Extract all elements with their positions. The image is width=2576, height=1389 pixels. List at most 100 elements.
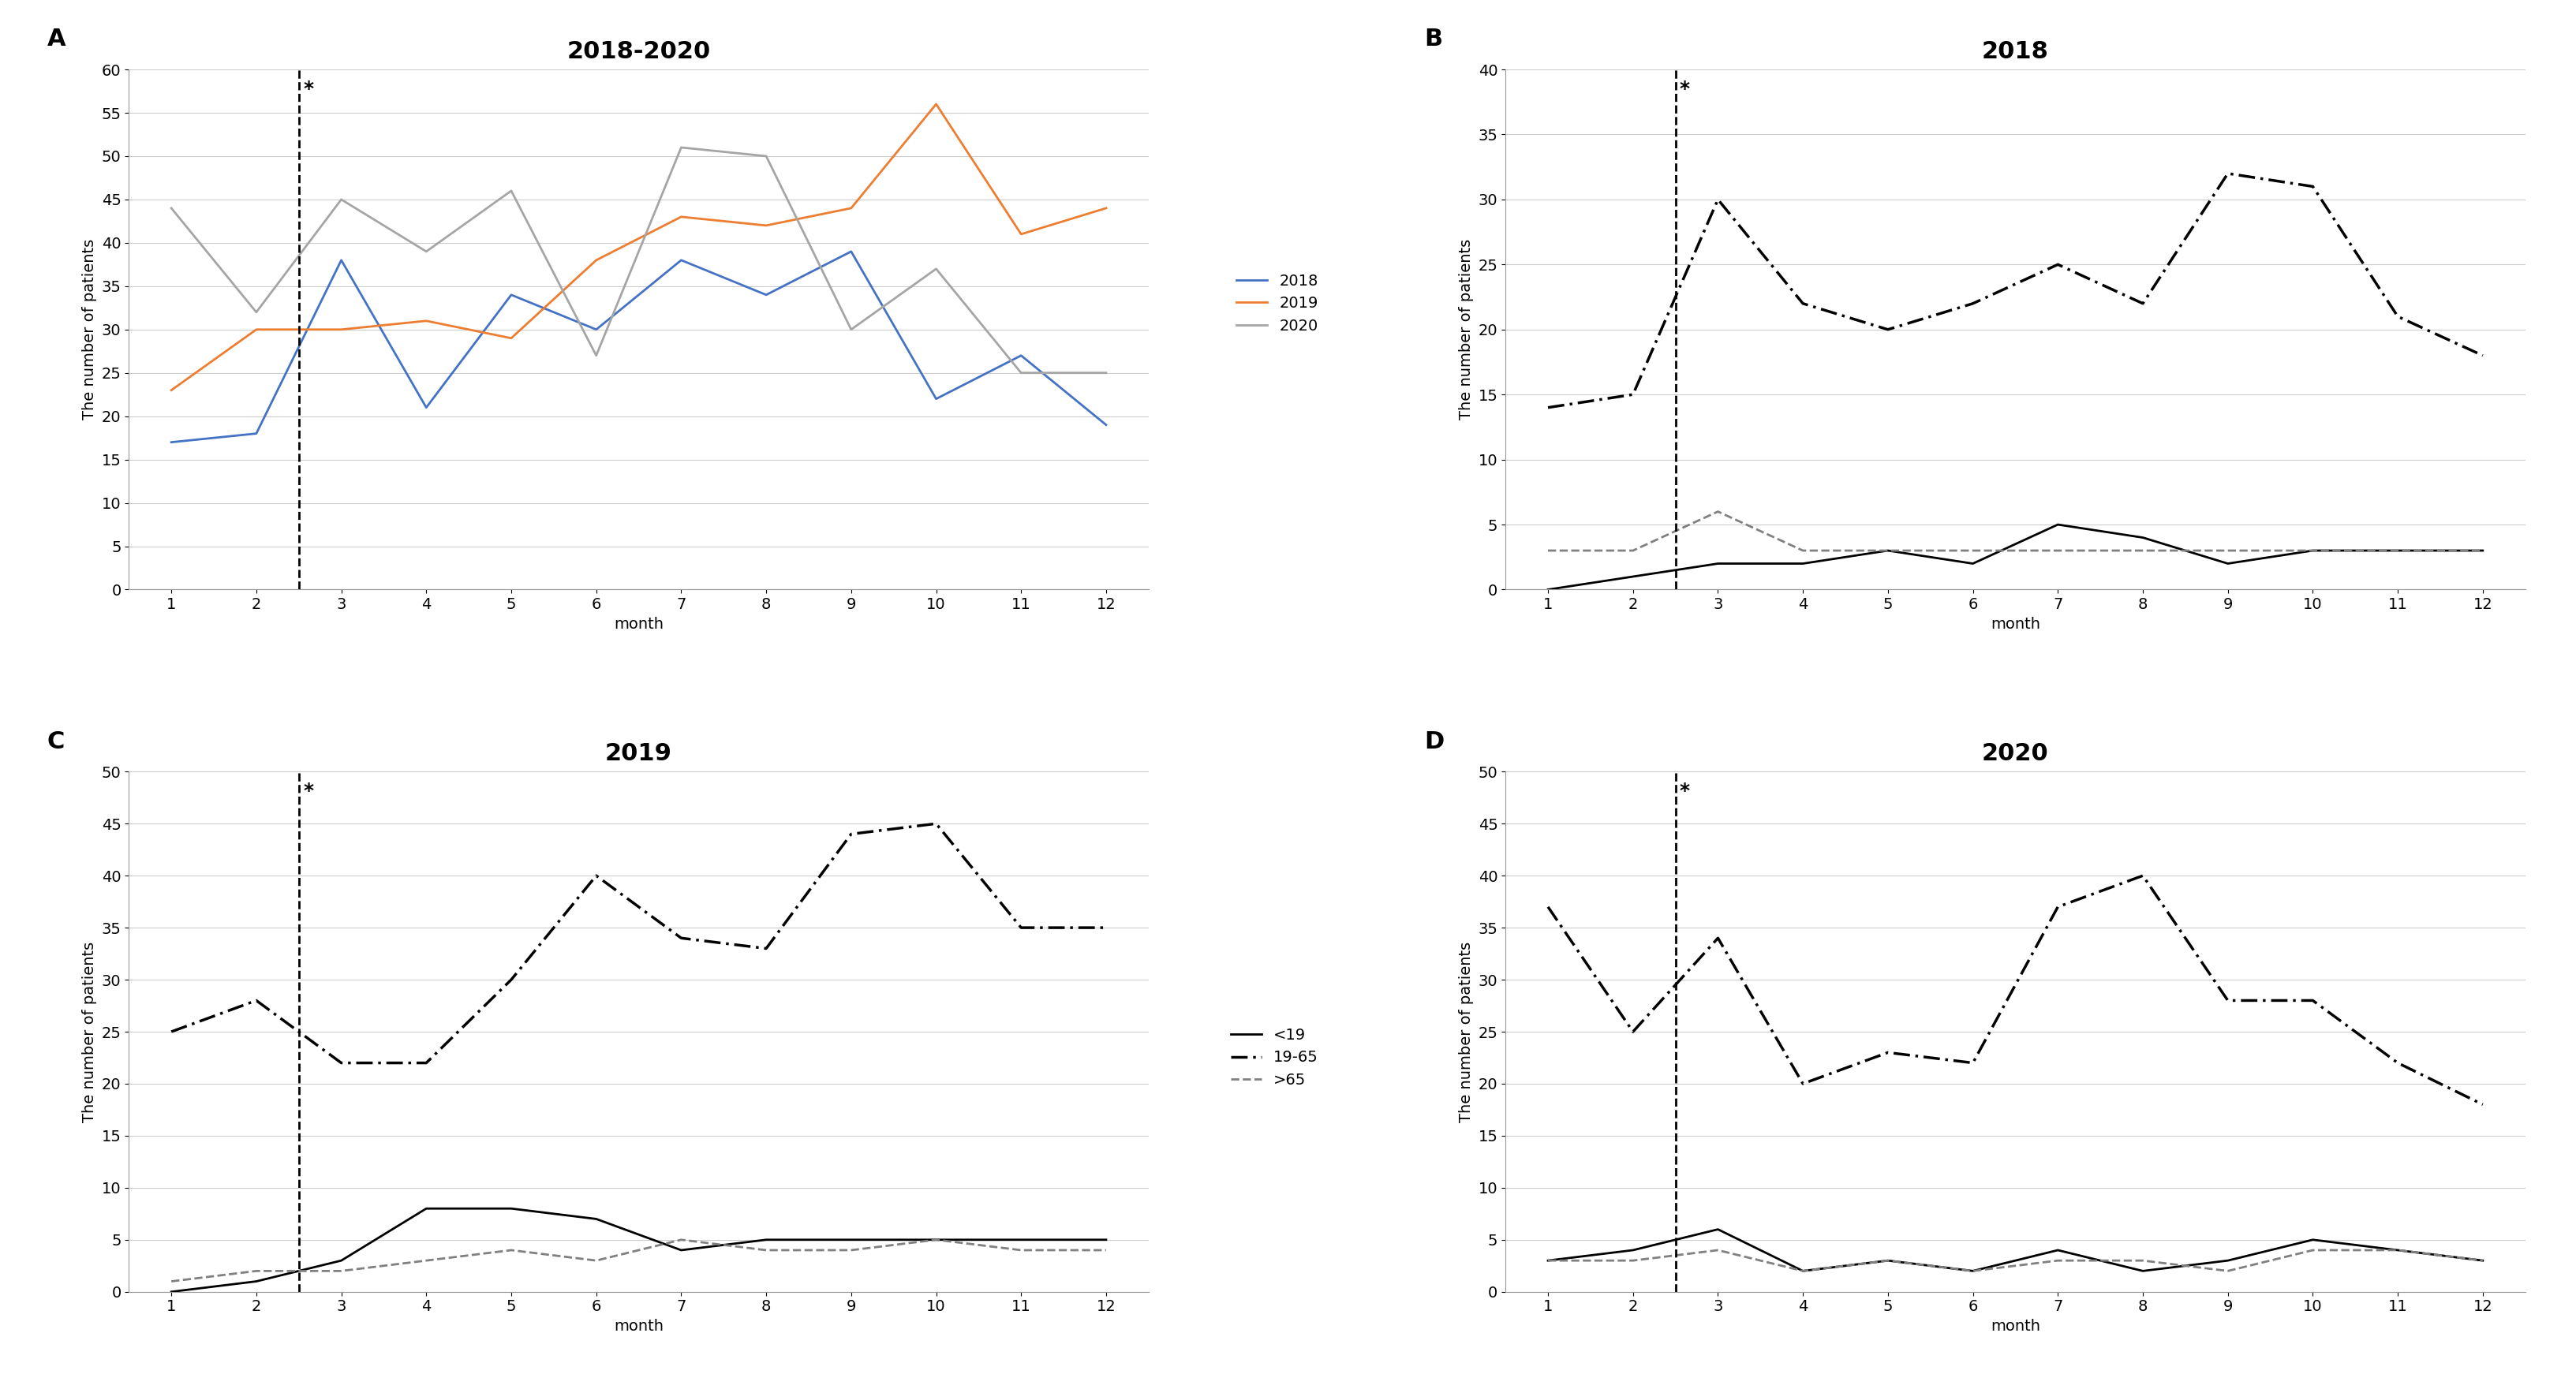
2018 (1005, 347, 1036, 364)
2018 (1090, 417, 1121, 433)
>65 (2128, 1253, 2159, 1270)
2018 (240, 425, 270, 442)
Title: 2019: 2019 (605, 743, 672, 765)
<19 (1618, 568, 1649, 585)
19-65 (920, 815, 951, 832)
Line: 2018: 2018 (170, 251, 1105, 442)
Legend: <19, 19-65, >65: <19, 19-65, >65 (1224, 1021, 1324, 1095)
2019 (835, 200, 866, 217)
2019 (325, 321, 355, 338)
Line: >65: >65 (170, 1240, 1105, 1282)
Y-axis label: The number of patients: The number of patients (82, 239, 98, 419)
<19 (410, 1200, 440, 1217)
2018 (495, 286, 526, 303)
<19 (1873, 1253, 1904, 1270)
2019 (750, 217, 781, 233)
<19 (2298, 542, 2329, 558)
>65 (2298, 542, 2329, 558)
Text: A: A (46, 28, 67, 51)
19-65 (2043, 256, 2074, 272)
<19 (1873, 542, 1904, 558)
2019 (410, 313, 440, 329)
19-65 (1703, 192, 1734, 208)
19-65 (1958, 296, 1989, 313)
>65 (1533, 542, 1564, 558)
<19 (1533, 1253, 1564, 1270)
2019 (240, 321, 270, 338)
19-65 (1618, 1024, 1649, 1040)
19-65 (1533, 399, 1564, 415)
19-65 (2043, 899, 2074, 915)
<19 (2298, 1232, 2329, 1249)
X-axis label: month: month (1989, 617, 2040, 632)
<19 (835, 1232, 866, 1249)
19-65 (2213, 992, 2244, 1008)
<19 (2043, 517, 2074, 533)
>65 (2383, 1242, 2414, 1258)
19-65 (1703, 929, 1734, 946)
<19 (1958, 556, 1989, 572)
>65 (665, 1232, 696, 1249)
>65 (2468, 542, 2499, 558)
19-65 (410, 1054, 440, 1071)
19-65 (240, 992, 270, 1008)
19-65 (2468, 1096, 2499, 1113)
>65 (2043, 542, 2074, 558)
>65 (1788, 1263, 1819, 1279)
>65 (1618, 542, 1649, 558)
2020 (835, 321, 866, 338)
>65 (750, 1242, 781, 1258)
2019 (665, 208, 696, 225)
<19 (2468, 542, 2499, 558)
>65 (495, 1242, 526, 1258)
Text: B: B (1425, 28, 1443, 51)
>65 (1958, 1263, 1989, 1279)
2020 (155, 200, 185, 217)
2019 (155, 382, 185, 399)
2018 (410, 399, 440, 415)
Title: 2018: 2018 (1981, 40, 2048, 64)
>65 (1703, 503, 1734, 519)
<19 (920, 1232, 951, 1249)
>65 (1873, 542, 1904, 558)
Line: 19-65: 19-65 (170, 824, 1105, 1063)
<19 (665, 1242, 696, 1258)
>65 (2043, 1253, 2074, 1270)
2019 (495, 329, 526, 346)
19-65 (495, 971, 526, 988)
2020 (665, 139, 696, 156)
Text: *: * (1680, 782, 1690, 801)
19-65 (2383, 1054, 2414, 1071)
2018 (155, 433, 185, 450)
<19 (750, 1232, 781, 1249)
19-65 (1533, 899, 1564, 915)
>65 (2383, 542, 2414, 558)
Line: <19: <19 (170, 1208, 1105, 1292)
<19 (2383, 1242, 2414, 1258)
>65 (1533, 1253, 1564, 1270)
>65 (410, 1253, 440, 1270)
Text: *: * (1680, 79, 1690, 99)
<19 (2213, 1253, 2244, 1270)
19-65 (1873, 321, 1904, 338)
Line: 2019: 2019 (170, 104, 1105, 390)
19-65 (2128, 296, 2159, 313)
<19 (1788, 1263, 1819, 1279)
Legend: 2018, 2019, 2020: 2018, 2019, 2020 (1229, 267, 1324, 340)
>65 (1090, 1242, 1121, 1258)
Y-axis label: The number of patients: The number of patients (82, 942, 98, 1122)
>65 (1788, 542, 1819, 558)
2018 (750, 286, 781, 303)
<19 (2213, 556, 2244, 572)
<19 (240, 1274, 270, 1290)
2020 (495, 182, 526, 199)
Line: >65: >65 (1548, 511, 2483, 550)
19-65 (2128, 867, 2159, 883)
>65 (580, 1253, 611, 1270)
2018 (835, 243, 866, 260)
>65 (2298, 1242, 2329, 1258)
<19 (2383, 542, 2414, 558)
19-65 (835, 825, 866, 842)
19-65 (1958, 1054, 1989, 1071)
2019 (1005, 226, 1036, 243)
